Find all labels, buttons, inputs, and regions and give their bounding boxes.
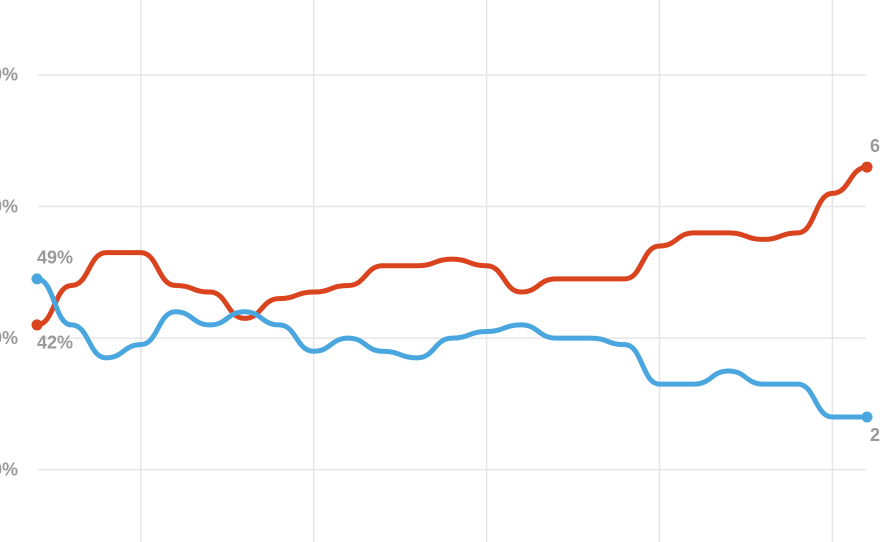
start-point (31, 319, 43, 331)
series-line (34, 276, 870, 420)
start-label: 42% (37, 333, 73, 353)
end-point (861, 161, 873, 173)
end-label: 66% (870, 136, 880, 156)
y-tick-label: 20% (0, 459, 18, 479)
start-point (31, 273, 43, 285)
y-tick-label: 60% (0, 196, 18, 216)
y-tick-label: 40% (0, 328, 18, 348)
end-label: 28% (870, 425, 880, 445)
end-point (861, 411, 873, 423)
y-tick-label: 80% (0, 65, 18, 85)
start-label: 49% (37, 248, 73, 268)
series-line (34, 164, 870, 328)
